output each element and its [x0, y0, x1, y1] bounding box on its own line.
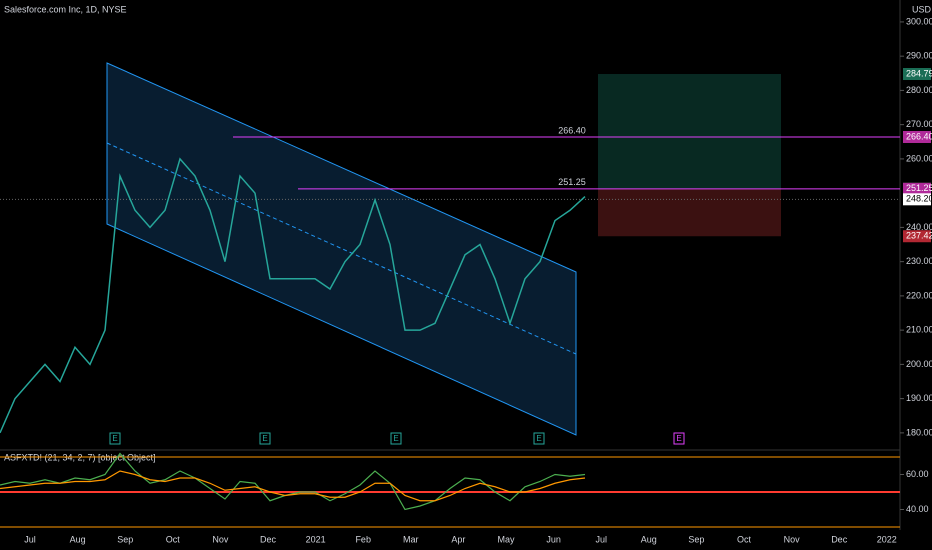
earnings-label: E	[393, 434, 398, 443]
x-tick-label: Aug	[70, 534, 86, 544]
channel	[106, 62, 577, 436]
indicator-line	[0, 452, 586, 511]
price-tag-label: 251.25	[906, 183, 932, 193]
x-tick-label: 2021	[306, 534, 326, 544]
price-tag	[903, 230, 931, 243]
y-tick-label: 190.00	[906, 393, 932, 403]
price-tag	[903, 130, 931, 143]
earnings-label: E	[112, 434, 117, 443]
price-line	[0, 157, 586, 434]
x-tick-label: Aug	[641, 534, 657, 544]
x-tick-label: Jun	[546, 534, 561, 544]
x-tick-label: Oct	[166, 534, 181, 544]
earnings-marker	[390, 432, 402, 445]
stop-zone	[598, 188, 781, 237]
channel-mid	[106, 142, 577, 355]
earnings-label: E	[676, 434, 681, 443]
earnings-label: E	[536, 434, 541, 443]
y-tick-label: 210.00	[906, 325, 932, 335]
x-tick-label: Oct	[737, 534, 752, 544]
x-tick-label: Dec	[831, 534, 848, 544]
earnings-marker	[259, 432, 271, 445]
earnings-marker	[533, 432, 545, 445]
y-tick-label: 290.00	[906, 51, 932, 61]
x-tick-label: Jul	[24, 534, 36, 544]
earnings-marker	[673, 432, 685, 445]
x-tick-label: 2022	[877, 534, 897, 544]
price-tag-label: 284.79	[906, 68, 932, 78]
x-tick-label: Jul	[595, 534, 607, 544]
price-tag-label: 266.40	[906, 131, 932, 141]
y-tick-label: 260.00	[906, 153, 932, 163]
target-zone	[598, 74, 781, 189]
x-tick-label: May	[497, 534, 515, 544]
y-tick-label: 180.00	[906, 427, 932, 437]
currency: USD	[912, 4, 932, 14]
indicator-tick-label: 40.00	[906, 504, 929, 514]
indicator-line	[0, 470, 586, 502]
price-tag-label: 248.20	[906, 194, 932, 204]
price-tag	[903, 68, 931, 81]
y-tick-label: 300.00	[906, 16, 932, 26]
price-tag	[903, 182, 931, 195]
indicator-tick-label: 60.00	[906, 469, 929, 479]
y-tick-label: 230.00	[906, 256, 932, 266]
x-tick-label: Feb	[355, 534, 371, 544]
level-label: 266.40	[558, 125, 586, 135]
earnings-label: E	[262, 434, 267, 443]
earnings-marker	[109, 432, 121, 445]
y-tick-label: 200.00	[906, 359, 932, 369]
x-tick-label: Mar	[403, 534, 419, 544]
y-tick-label: 270.00	[906, 119, 932, 129]
y-tick-label: 220.00	[906, 290, 932, 300]
x-tick-label: Nov	[212, 534, 229, 544]
price-tag	[903, 193, 931, 206]
y-tick-label: 240.00	[906, 222, 932, 232]
symbol-title: Salesforce.com Inc, 1D, NYSE	[4, 4, 127, 14]
x-tick-label: Apr	[451, 534, 465, 544]
x-tick-label: Nov	[784, 534, 801, 544]
x-tick-label: Sep	[688, 534, 704, 544]
x-tick-label: Sep	[117, 534, 133, 544]
y-tick-label: 280.00	[906, 85, 932, 95]
price-tag-label: 237.42	[906, 231, 932, 241]
x-tick-label: Dec	[260, 534, 277, 544]
level-label: 251.25	[558, 177, 586, 187]
